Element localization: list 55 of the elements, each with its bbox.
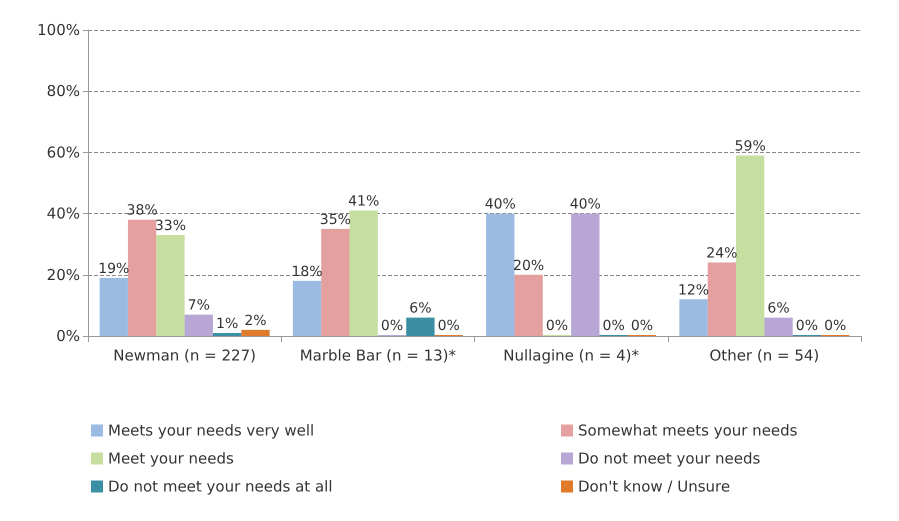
data-label: 0% [824,318,846,334]
data-label: 40% [570,196,601,213]
legend-label: Somewhat meets your needs [578,422,798,440]
data-label: 35% [320,212,351,228]
y-tick-label: 60% [46,143,80,162]
bar [406,318,435,336]
data-label: 0% [546,318,568,334]
data-label: 2% [244,312,267,329]
x-tick-label: Newman (n = 227) [113,346,256,364]
y-tick-label: 20% [46,266,80,284]
legend-label: Do not meet your needs [578,450,761,468]
bar [100,278,128,336]
legend-label: Meet your needs [108,450,234,468]
data-label: 6% [767,300,790,317]
y-tick-label: 100% [37,21,80,39]
data-label: 33% [154,218,186,234]
y-tick-label: 0% [56,327,80,345]
bar [679,299,708,336]
bar [350,210,378,336]
data-label: 24% [706,246,738,262]
bar [514,274,543,336]
bar [708,262,736,336]
legend-label: Don't know / Unsure [578,478,730,496]
data-label: 41% [348,194,380,210]
legend-label: Do not meet your needs at all [108,478,332,496]
y-tick-label: 40% [46,204,80,223]
bar [128,220,156,336]
x-tick-label: Nullagine (n = 4)* [503,346,640,364]
data-label: 40% [484,196,516,213]
data-label: 59% [734,138,766,154]
bar [184,314,213,336]
data-label: 0% [602,318,625,334]
bar [241,330,270,336]
data-label: 6% [409,300,432,317]
bar [156,235,185,336]
x-tick-label: Marble Bar (n = 13)* [300,346,457,364]
data-label: 7% [188,298,210,314]
y-tick-label: 80% [46,82,80,100]
data-label: 0% [796,318,818,334]
data-label: 1% [216,316,238,332]
bar [764,318,793,336]
bar [571,214,600,336]
data-label: 20% [513,258,544,274]
data-label: 19% [98,260,130,277]
bar [212,332,242,336]
data-label: 12% [678,282,710,298]
data-label: 0% [630,318,654,334]
bar [292,280,322,336]
bar [736,155,764,336]
data-label: 0% [380,318,404,334]
data-label: 0% [438,318,460,334]
x-tick-label: Other (n = 54) [709,346,820,364]
bar [321,228,350,336]
legend-label: Meets your needs very well [108,422,314,440]
bar [486,214,514,336]
